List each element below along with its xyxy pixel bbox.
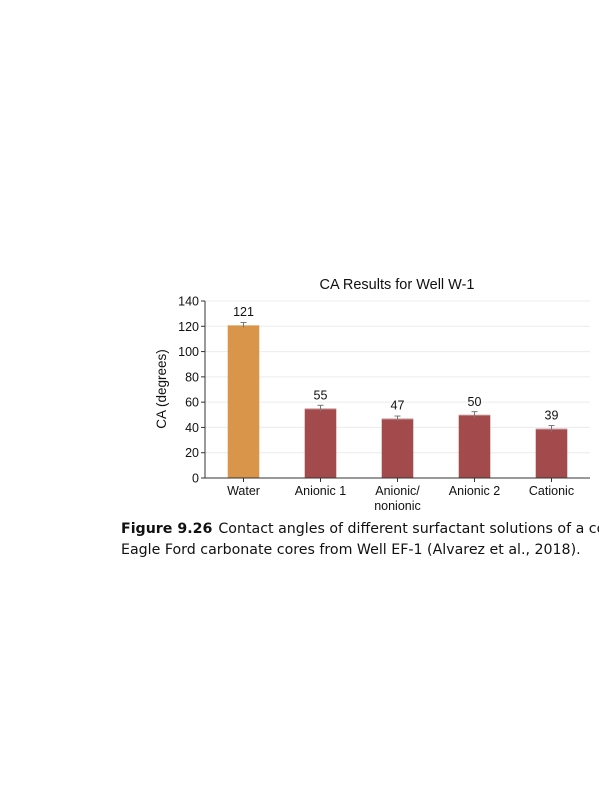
y-tick-label: 100 <box>178 345 199 359</box>
x-tick-label: Anionic 2 <box>449 484 500 498</box>
gridlines <box>205 300 590 454</box>
bar-series: 121 55 47 50 39 <box>227 305 568 478</box>
data-label: 47 <box>391 399 405 413</box>
bar <box>381 418 414 478</box>
y-tick-label: 20 <box>185 446 199 460</box>
y-tick-label: 140 <box>178 295 199 309</box>
y-tick-label: 120 <box>178 320 199 334</box>
bar <box>535 428 568 478</box>
x-axis: Water Anionic 1 Anionic/nonionic Anionic 2 C… <box>205 477 590 513</box>
y-axis-label: CA (degrees) <box>154 349 169 429</box>
chart-title: CA Results for Well W-1 <box>320 277 475 293</box>
y-axis: 0 20 40 60 80 100 120 140 <box>178 295 206 486</box>
caption-text-1: Contact angles of different surfactant s… <box>218 521 599 537</box>
y-tick-label: 80 <box>185 370 199 384</box>
bar <box>304 408 337 478</box>
y-tick-label: 0 <box>192 472 199 486</box>
x-tick-label: nonionic <box>374 499 421 513</box>
x-tick-label: Water <box>227 484 260 498</box>
data-label: 121 <box>233 305 254 319</box>
x-tick-label: Cationic <box>529 484 574 498</box>
figure-caption: Figure 9.26 Contact angles of different s… <box>121 519 599 561</box>
y-tick-label: 60 <box>185 396 199 410</box>
data-label: 55 <box>314 388 328 402</box>
data-label: 50 <box>468 395 482 409</box>
x-tick-label: Anionic/ <box>375 484 420 498</box>
bar <box>458 414 491 478</box>
bar-chart: CA Results for Well W-1 0 20 40 60 80 100 120 1… <box>154 277 590 513</box>
caption-line-2: Eagle Ford carbonate cores from Well EF-… <box>121 542 581 558</box>
x-tick-label: Anionic 1 <box>295 484 346 498</box>
figure-label: Figure 9.26 <box>121 521 213 537</box>
bar <box>227 325 260 478</box>
caption-line-1: Figure 9.26 Contact angles of different s… <box>121 519 599 540</box>
data-label: 39 <box>545 409 559 423</box>
y-tick-label: 40 <box>185 421 199 435</box>
